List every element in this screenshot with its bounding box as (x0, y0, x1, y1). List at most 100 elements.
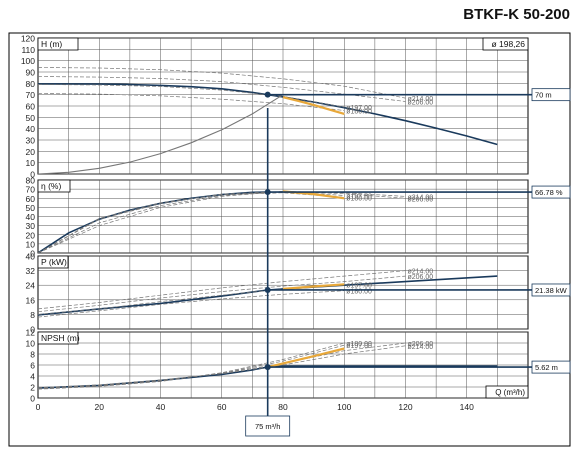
result-value-box (531, 185, 571, 199)
result-value: 66.78 % (535, 188, 563, 197)
y-tick-label: 40 (26, 124, 36, 134)
impeller-curve-label: ø214.00 (408, 269, 434, 276)
y-axis-label-box (37, 179, 71, 193)
x-tick-label: 100 (337, 402, 351, 412)
operating-range-curve (267, 347, 345, 369)
x-tick-label: 120 (398, 402, 412, 412)
operating-flow-label: 75 m³/h (255, 422, 280, 431)
y-tick-label: 32 (26, 266, 36, 276)
y-tick-label: 50 (26, 203, 36, 213)
y-axis-label-box (37, 331, 79, 345)
y-tick-label: 70 (26, 185, 36, 195)
y-tick-label: 30 (26, 136, 36, 146)
y-tick-label: 110 (21, 45, 35, 55)
impeller-curve (38, 191, 406, 253)
y-axis-label: P (kW) (41, 257, 67, 267)
y-tick-label: 30 (26, 221, 36, 231)
y-axis-label: η (%) (41, 181, 61, 191)
impeller-curve-label: ø214.00 (408, 96, 434, 103)
x-tick-label: 20 (95, 402, 105, 412)
result-value: 5.62 m (535, 363, 558, 372)
operating-flow-box (245, 415, 291, 437)
selected-impeller-curve (38, 191, 268, 253)
impeller-curve-label: ø197.00 (346, 282, 372, 289)
y-tick-label: 20 (26, 147, 36, 157)
impeller-curve-label: ø206.00 (408, 196, 434, 203)
impeller-curve-label: ø206.00 (408, 341, 434, 348)
impeller-curve (38, 270, 406, 310)
x-axis-label-box (485, 385, 529, 399)
y-tick-label: 6 (30, 361, 35, 371)
impeller-curve-label: ø214.00 (408, 194, 434, 201)
result-value-box (531, 360, 571, 374)
y-tick-label: 60 (26, 102, 36, 112)
y-tick-label: 4 (30, 372, 35, 382)
impeller-curve-label: ø180.00 (346, 341, 372, 348)
operating-range-curve (282, 283, 345, 290)
y-tick-label: 8 (30, 310, 35, 320)
impeller-curve (38, 84, 345, 108)
x-tick-label: 140 (460, 402, 474, 412)
impeller-curve (38, 93, 345, 111)
impeller-curve (38, 283, 345, 315)
y-tick-label: 120 (21, 34, 35, 44)
y-tick-label: 100 (21, 56, 35, 66)
y-tick-label: 2 (30, 383, 35, 393)
y-tick-label: 10 (26, 239, 36, 249)
impeller-curve (38, 342, 406, 389)
result-value: 21.38 kW (535, 286, 568, 295)
x-tick-label: 60 (217, 402, 227, 412)
result-value-box (531, 88, 571, 102)
y-tick-label: 10 (26, 339, 36, 349)
y-axis-label: NPSH (m) (41, 333, 80, 343)
impeller-curve (38, 67, 406, 99)
y-tick-label: 24 (26, 281, 36, 291)
y-tick-label: 80 (26, 79, 36, 89)
y-axis-label: H (m) (41, 39, 62, 49)
y-tick-label: 0 (30, 170, 35, 180)
operating-range-curve (282, 96, 345, 115)
x-axis-label: Q (m³/h) (495, 388, 525, 397)
y-tick-label: 0 (30, 325, 35, 335)
outer-frame (8, 32, 571, 447)
y-tick-label: 0 (30, 249, 35, 259)
system-curve (38, 94, 284, 174)
impeller-curve-label: ø180.00 (346, 195, 372, 202)
y-tick-label: 20 (26, 230, 36, 240)
y-tick-label: 40 (26, 252, 36, 262)
y-tick-label: 16 (26, 295, 36, 305)
impeller-curve-label: ø180.00 (346, 109, 372, 116)
operating-point-marker (264, 91, 271, 98)
y-tick-label: 80 (26, 176, 36, 186)
chart-title: BTKF-K 50-200 (463, 6, 570, 23)
impeller-curve-label: ø197.00 (346, 343, 372, 350)
x-tick-label: 80 (278, 402, 288, 412)
impeller-label-box (482, 37, 529, 51)
impeller-curve (38, 275, 406, 313)
y-tick-label: 70 (26, 90, 36, 100)
result-value: 70 m (535, 91, 552, 100)
y-tick-label: 50 (26, 113, 36, 123)
impeller-curve-label: ø197.00 (346, 105, 372, 112)
impeller-curve-label: ø206.00 (408, 99, 434, 106)
impeller-curve-label: ø214.00 (408, 344, 434, 351)
y-axis-label-box (37, 255, 69, 269)
y-tick-label: 0 (30, 394, 35, 404)
impeller-curve-label: ø206.00 (408, 274, 434, 281)
y-tick-label: 8 (30, 350, 35, 360)
impeller-curve (38, 290, 345, 318)
x-tick-label: 40 (156, 402, 166, 412)
impeller-curve (38, 345, 406, 388)
y-tick-label: 40 (26, 212, 36, 222)
x-tick-label: 0 (36, 402, 41, 412)
y-axis-label-box (37, 37, 79, 51)
impeller-diameter-label: ø 198,26 (491, 39, 525, 49)
y-tick-label: 90 (26, 68, 36, 78)
y-tick-label: 60 (26, 194, 36, 204)
result-value-box (531, 283, 571, 297)
y-tick-label: 12 (26, 328, 36, 338)
impeller-curve-label: ø180.00 (346, 289, 372, 296)
y-tick-label: 10 (26, 158, 36, 168)
impeller-curve-label: ø197.00 (346, 194, 372, 201)
